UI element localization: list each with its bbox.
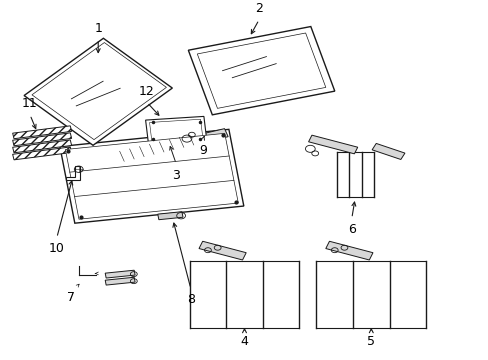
Polygon shape: [158, 212, 183, 220]
Text: 1: 1: [94, 22, 102, 35]
Polygon shape: [199, 241, 245, 260]
Polygon shape: [371, 143, 404, 159]
Polygon shape: [65, 166, 80, 180]
Polygon shape: [183, 129, 228, 147]
Polygon shape: [325, 241, 372, 260]
Polygon shape: [13, 140, 71, 153]
Polygon shape: [105, 270, 135, 278]
Polygon shape: [32, 42, 166, 140]
Text: 12: 12: [139, 85, 155, 98]
Polygon shape: [60, 129, 244, 223]
Text: 2: 2: [255, 3, 263, 15]
Polygon shape: [13, 126, 71, 139]
Polygon shape: [308, 135, 357, 154]
Polygon shape: [13, 133, 71, 146]
Polygon shape: [149, 119, 203, 142]
Text: 10: 10: [49, 242, 64, 255]
Text: 3: 3: [172, 168, 180, 181]
Polygon shape: [105, 277, 135, 285]
Polygon shape: [65, 133, 238, 219]
Text: 5: 5: [366, 335, 374, 348]
Text: 6: 6: [347, 223, 355, 236]
Polygon shape: [197, 33, 325, 108]
Polygon shape: [188, 27, 334, 115]
Polygon shape: [24, 38, 172, 145]
Text: 7: 7: [67, 291, 75, 304]
Text: 9: 9: [199, 144, 206, 157]
Text: 8: 8: [186, 293, 194, 306]
Text: 11: 11: [22, 98, 38, 111]
Polygon shape: [13, 147, 71, 160]
Polygon shape: [113, 133, 200, 163]
Polygon shape: [145, 116, 206, 145]
Text: 4: 4: [240, 335, 248, 348]
